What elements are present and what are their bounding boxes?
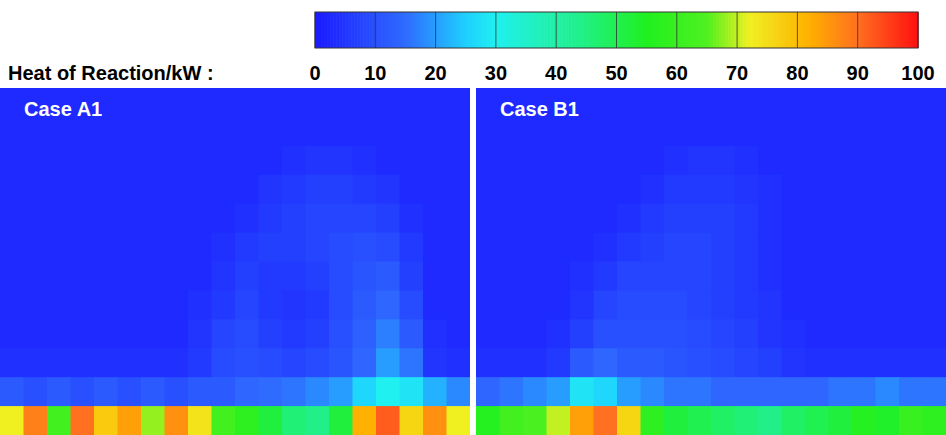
svg-text:0: 0 <box>309 62 320 84</box>
svg-text:10: 10 <box>364 62 386 84</box>
svg-text:70: 70 <box>726 62 748 84</box>
svg-text:100: 100 <box>901 62 934 84</box>
svg-text:60: 60 <box>666 62 688 84</box>
svg-text:20: 20 <box>424 62 446 84</box>
svg-text:40: 40 <box>545 62 567 84</box>
svg-text:30: 30 <box>485 62 507 84</box>
html-text:Case B1: Case B1 <box>500 98 579 120</box>
svg-text:90: 90 <box>847 62 869 84</box>
svg-text:Heat of Reaction/kW :: Heat of Reaction/kW : <box>8 62 214 84</box>
svg-text:80: 80 <box>786 62 808 84</box>
html-text:Case A1: Case A1 <box>24 98 103 120</box>
svg-text:50: 50 <box>605 62 627 84</box>
